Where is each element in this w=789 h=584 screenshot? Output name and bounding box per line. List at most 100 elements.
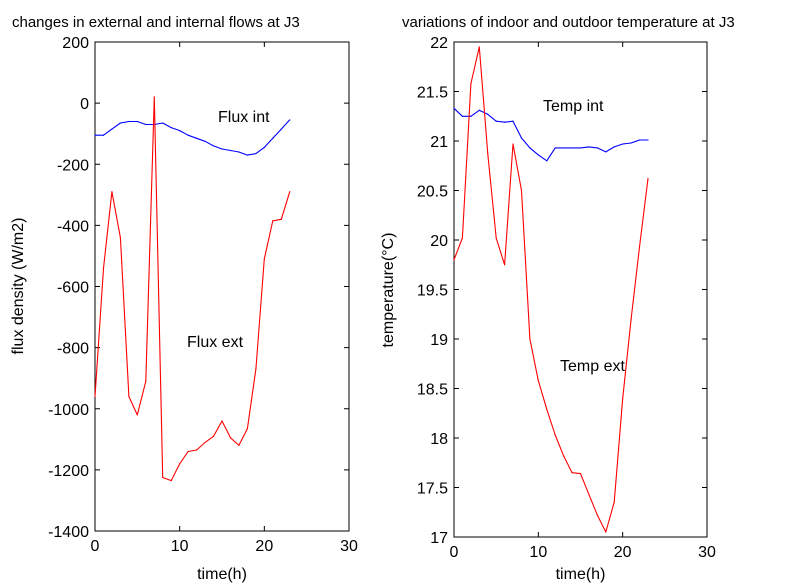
y-tick-label: -1200: [48, 463, 89, 480]
data-point: [221, 420, 223, 422]
data-point: [280, 218, 282, 220]
y-tick-label: -800: [57, 341, 89, 358]
data-point: [554, 434, 556, 436]
data-point: [111, 191, 113, 193]
data-point: [145, 123, 147, 126]
data-point: [246, 428, 248, 430]
x-tick-label: 20: [255, 538, 273, 555]
data-point: [487, 113, 489, 115]
data-point: [596, 147, 598, 149]
data-point: [187, 134, 189, 136]
data-point: [128, 395, 130, 398]
data-point: [537, 379, 539, 382]
data-point: [588, 493, 590, 496]
x-tick-label: 0: [91, 538, 100, 555]
series-line: [95, 119, 291, 156]
data-point: [128, 120, 130, 123]
data-point: [461, 115, 464, 117]
data-point: [613, 146, 615, 148]
y-tick-label: 18.5: [417, 382, 448, 399]
y-tick-label: 21.5: [417, 85, 448, 102]
data-point: [579, 147, 582, 149]
data-point: [221, 148, 223, 150]
series-annotation: Temp int: [543, 98, 604, 115]
data-point: [622, 143, 624, 145]
y-tick-label: 19: [430, 332, 448, 349]
data-point: [622, 397, 624, 399]
data-point: [537, 154, 539, 156]
data-point: [280, 128, 282, 130]
data-point: [102, 267, 105, 269]
x-axis-label: time(h): [556, 566, 606, 583]
data-point: [196, 137, 198, 139]
data-point: [170, 479, 172, 482]
chart-title: changes in external and internal flows a…: [12, 14, 300, 31]
data-point: [453, 259, 455, 261]
data-point: [255, 152, 257, 155]
data-point: [238, 444, 240, 447]
y-tick-label: 20.5: [417, 184, 448, 201]
data-point: [638, 139, 641, 141]
y-axis-label: flux density (W/m2): [10, 218, 27, 355]
x-tick-label: 10: [529, 544, 547, 561]
data-point: [638, 246, 641, 248]
data-point: [212, 145, 215, 147]
data-point: [179, 463, 181, 465]
data-point: [111, 128, 113, 130]
data-point: [630, 142, 632, 144]
x-tick-label: 0: [450, 544, 459, 561]
data-point: [630, 318, 632, 320]
data-point: [470, 82, 472, 85]
data-point: [579, 473, 582, 475]
data-point: [529, 147, 531, 149]
series-line: [453, 46, 649, 533]
data-point: [546, 408, 548, 410]
data-point: [554, 147, 556, 149]
data-point: [204, 441, 206, 443]
data-point: [229, 437, 232, 439]
chart-title: variations of indoor and outdoor tempera…: [402, 14, 735, 31]
y-tick-label: -1400: [48, 524, 89, 541]
data-point: [495, 120, 497, 122]
data-point: [145, 380, 147, 382]
y-tick-label: 20: [430, 233, 448, 250]
series-line: [94, 96, 291, 482]
data-point: [563, 147, 565, 149]
data-point: [263, 146, 265, 149]
data-point: [94, 134, 96, 136]
data-point: [512, 120, 514, 122]
data-point: [94, 395, 96, 398]
y-tick-label: -200: [57, 157, 89, 174]
data-point: [119, 237, 121, 239]
data-point: [596, 514, 598, 516]
data-point: [136, 414, 138, 416]
data-point: [512, 143, 514, 145]
data-point: [478, 109, 480, 111]
x-tick-label: 10: [171, 538, 189, 555]
data-point: [196, 449, 198, 451]
y-tick-label: 0: [80, 96, 89, 113]
data-point: [272, 137, 274, 139]
data-point: [588, 146, 590, 148]
data-point: [546, 160, 548, 162]
data-point: [478, 46, 480, 48]
series-annotation: Flux ext: [187, 334, 244, 351]
data-point: [136, 120, 138, 123]
data-point: [162, 476, 164, 479]
x-axis-label: time(h): [197, 566, 247, 583]
y-tick-label: 18: [430, 431, 448, 448]
y-tick-label: -600: [57, 280, 89, 297]
data-point: [453, 107, 455, 109]
data-point: [571, 472, 573, 474]
data-point: [495, 237, 497, 239]
data-point: [605, 531, 607, 533]
data-point: [529, 338, 531, 340]
data-point: [212, 435, 215, 437]
y-tick-label: 21: [430, 134, 448, 151]
data-point: [470, 115, 472, 117]
data-point: [289, 119, 291, 121]
chart-right-temperature: variations of indoor and outdoor tempera…: [380, 14, 735, 583]
data-point: [605, 151, 607, 153]
y-tick-label: -400: [57, 218, 89, 235]
